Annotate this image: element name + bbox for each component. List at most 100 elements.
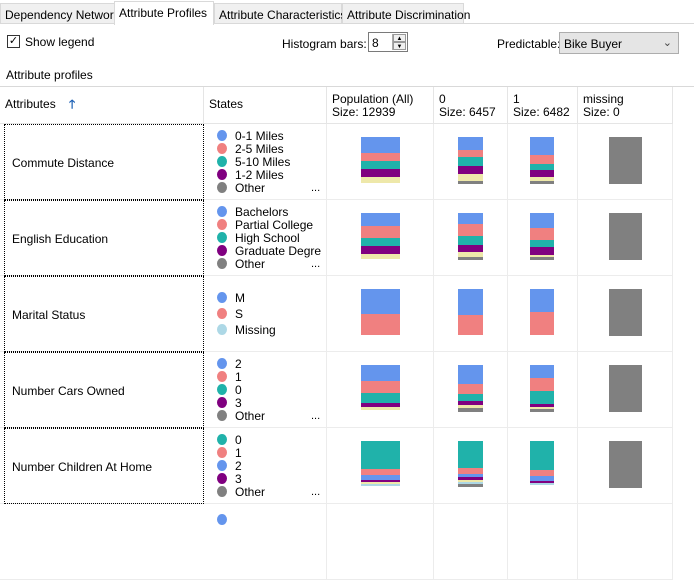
legend-item: 3 <box>217 473 242 486</box>
histogram-cell-pop[interactable] <box>327 276 434 352</box>
state-color-dot-icon <box>217 169 227 180</box>
histogram-segment <box>609 289 642 336</box>
histogram-bar-c1 <box>530 213 554 260</box>
histogram-cell-pop[interactable] <box>327 428 434 504</box>
histogram-bar-missing <box>609 289 642 336</box>
histogram-segment <box>530 255 554 258</box>
predictable-select[interactable]: Bike Buyer ⌄ <box>559 32 679 54</box>
histogram-segment <box>361 479 400 483</box>
spin-up-icon[interactable]: ▲ <box>393 34 406 42</box>
histogram-segment <box>458 404 483 408</box>
header-missing[interactable]: missing Size: 0 <box>578 87 673 124</box>
spin-down-icon[interactable]: ▼ <box>393 42 406 50</box>
histogram-cell-c0[interactable] <box>434 428 508 504</box>
attribute-name[interactable]: Number Children At Home <box>4 428 204 504</box>
state-color-dot-icon <box>217 473 227 484</box>
state-color-dot-icon <box>217 182 227 193</box>
legend-item: Other <box>217 258 265 271</box>
histogram-segment <box>530 407 554 410</box>
histogram-segment <box>458 473 483 477</box>
state-color-dot-icon <box>217 206 227 217</box>
state-label: 1 <box>235 370 242 384</box>
histogram-cell-pop[interactable] <box>327 124 434 200</box>
histogram-segment <box>361 226 400 239</box>
header-population[interactable]: Population (All) Size: 12939 <box>327 87 434 124</box>
legend-item: 5-10 Miles <box>217 156 290 169</box>
histogram-bar-c1 <box>530 289 554 336</box>
state-label: 3 <box>235 396 242 410</box>
histogram-segment <box>361 213 400 227</box>
header-states[interactable]: States <box>204 87 327 124</box>
tab-attribute-characteristics[interactable]: Attribute Characteristics <box>214 3 346 24</box>
header-1[interactable]: 1 Size: 6482 <box>508 87 578 124</box>
state-label: S <box>235 307 244 321</box>
histogram-segment <box>361 365 400 381</box>
header-attributes[interactable]: Attributes 🡑 <box>0 87 204 124</box>
col-size: Size: 12939 <box>332 105 396 119</box>
histogram-bars-stepper[interactable]: 8 ▲ ▼ <box>368 32 408 52</box>
show-legend-label: Show legend <box>25 35 95 49</box>
legend-item: Missing <box>217 324 276 337</box>
col-size: Size: 6457 <box>439 105 496 119</box>
histogram-cell-c1[interactable] <box>508 352 578 428</box>
histogram-segment <box>458 383 483 394</box>
header-attributes-label: Attributes <box>5 97 56 111</box>
histogram-segment <box>530 483 554 486</box>
histogram-segment <box>458 484 483 488</box>
histogram-cell-missing[interactable] <box>578 124 673 200</box>
histogram-segment <box>530 404 554 408</box>
histogram-cell-missing[interactable] <box>578 428 673 504</box>
more-states-link[interactable]: ... <box>311 486 321 498</box>
histogram-cell-c1[interactable] <box>508 124 578 200</box>
tab-dependency-network[interactable]: Dependency Network <box>0 3 120 24</box>
histogram-cell-c0[interactable] <box>434 124 508 200</box>
histogram-bar-c0 <box>458 289 483 336</box>
state-label: 0-1 Miles <box>235 129 284 143</box>
histogram-segment <box>458 149 483 158</box>
tab-attribute-profiles[interactable]: Attribute Profiles <box>114 1 214 25</box>
state-color-dot-icon <box>217 486 227 497</box>
col-name: missing <box>583 92 624 106</box>
attribute-name[interactable]: Marital Status <box>4 276 204 352</box>
histogram-cell-c0[interactable] <box>434 276 508 352</box>
histogram-cell-missing[interactable] <box>578 352 673 428</box>
histogram-cell-pop[interactable] <box>327 200 434 276</box>
histogram-segment <box>361 484 400 487</box>
histogram-segment <box>361 137 400 153</box>
histogram-cell-pop[interactable] <box>327 352 434 428</box>
more-states-link[interactable]: ... <box>311 258 321 270</box>
histogram-segment <box>530 378 554 392</box>
histogram-segment <box>458 213 483 224</box>
histogram-cell-missing[interactable] <box>578 200 673 276</box>
header-0[interactable]: 0 Size: 6457 <box>434 87 508 124</box>
histogram-cell-c0[interactable] <box>434 200 508 276</box>
histogram-bar-missing <box>609 365 642 412</box>
histogram-segment <box>361 441 400 470</box>
table-row[interactable]: Commute Distance 0-1 Miles 2-5 Miles 5-10 M… <box>0 124 673 200</box>
histogram-cell-c1[interactable] <box>508 200 578 276</box>
histogram-cell-missing[interactable] <box>578 276 673 352</box>
attribute-name[interactable]: Commute Distance <box>4 124 204 200</box>
more-states-link[interactable]: ... <box>311 182 321 194</box>
table-row[interactable]: English Education Bachelors Partial Colleg… <box>0 200 673 276</box>
table-row[interactable]: Number Children At Home 0 1 2 3 Other... <box>0 428 673 504</box>
more-states-link[interactable]: ... <box>311 410 321 422</box>
histogram-cell-c1[interactable] <box>508 428 578 504</box>
histogram-cell-c1[interactable] <box>508 276 578 352</box>
attribute-name[interactable]: Number Cars Owned <box>4 352 204 428</box>
attribute-name[interactable]: English Education <box>4 200 204 276</box>
table-row-partial[interactable] <box>0 504 673 580</box>
state-label: 0 <box>235 433 242 447</box>
histogram-segment <box>458 289 483 315</box>
histogram-segment <box>530 240 554 248</box>
col-size: Size: 6482 <box>513 105 570 119</box>
show-legend-checkbox[interactable]: ✓ <box>7 35 20 48</box>
state-color-dot-icon <box>217 292 227 303</box>
tab-attribute-discrimination[interactable]: Attribute Discrimination <box>342 3 470 24</box>
table-row[interactable]: Marital Status M S Missing <box>0 276 673 352</box>
states-legend: M S Missing <box>204 276 327 352</box>
table-row[interactable]: Number Cars Owned 2 1 0 3 Other... <box>0 352 673 428</box>
col-name: 0 <box>439 92 446 106</box>
histogram-cell-c0[interactable] <box>434 352 508 428</box>
histogram-segment <box>361 254 400 259</box>
